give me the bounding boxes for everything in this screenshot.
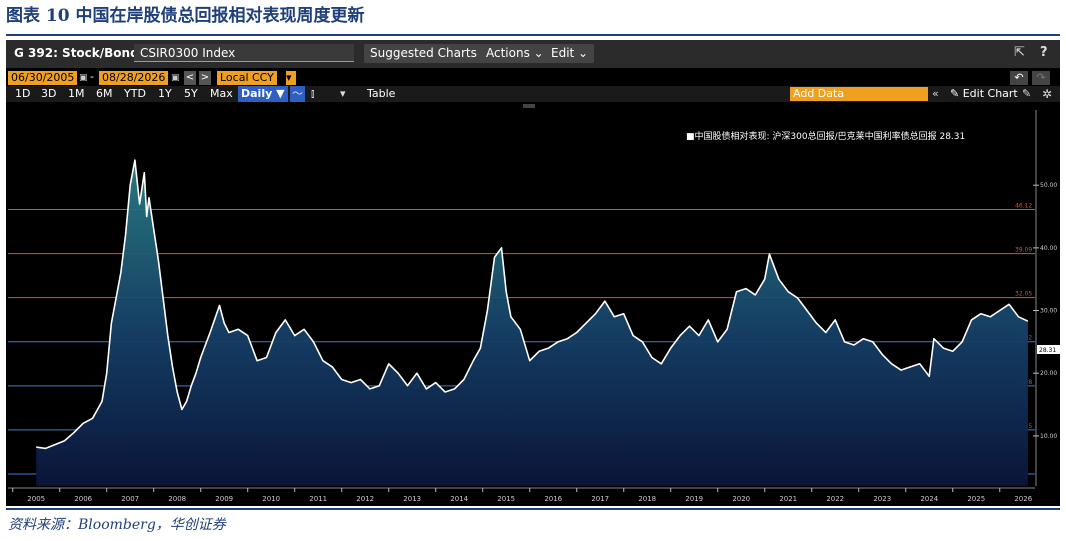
reference-line-label: 39.09 <box>1015 247 1032 254</box>
candlestick-icon[interactable]: ⫾ <box>311 87 315 100</box>
chart-legend: ■中国股债相对表现: 沪深300总回报/巴克莱中国利率债总回报 28.31 <box>686 130 965 142</box>
calendar-icon[interactable]: ▣ <box>171 73 180 83</box>
suggested-charts-button[interactable]: Suggested Charts ⌄ <box>364 44 497 63</box>
x-tick-label: 2013 <box>403 495 421 503</box>
series-area-fill <box>36 160 1028 486</box>
date-range-bar: 06/30/2005 ▣ - 08/28/2026 ▣ < > Local CC… <box>6 70 1060 86</box>
last-value-label: 28.31 <box>1039 347 1056 354</box>
bloomberg-chart-panel: G 392: Stock/Bond CSIR0300 Index Suggest… <box>6 40 1060 506</box>
source-divider <box>6 508 1060 510</box>
add-data-input[interactable]: Add Data <box>790 87 928 101</box>
annotate-icon[interactable]: ✎ <box>1022 87 1032 100</box>
x-tick-label: 2007 <box>121 495 139 503</box>
x-tick-label: 2014 <box>450 495 468 503</box>
period-1m-button[interactable]: 1M <box>68 87 85 100</box>
export-icon[interactable]: ⇱ <box>1014 45 1025 60</box>
currency-caret-icon[interactable]: ▾ <box>286 71 296 85</box>
x-tick-label: 2008 <box>168 495 186 503</box>
period-1y-button[interactable]: 1Y <box>158 87 172 100</box>
x-tick-label: 2009 <box>215 495 233 503</box>
x-tick-label: 2023 <box>873 495 891 503</box>
edit-button[interactable]: Edit ⌄ <box>545 44 595 63</box>
series-line <box>36 159 1029 450</box>
period-ytd-button[interactable]: YTD <box>124 87 146 100</box>
x-tick-label: 2016 <box>544 495 562 503</box>
help-icon[interactable]: ? <box>1040 45 1048 60</box>
undo-button[interactable]: ↶ <box>1010 71 1028 85</box>
x-tick-label: 2018 <box>638 495 656 503</box>
end-date-input[interactable]: 08/28/2026 <box>99 71 169 85</box>
figure-source: 资料来源：Bloomberg，华创证券 <box>8 517 226 533</box>
x-tick-label: 2005 <box>27 495 45 503</box>
x-tick-label: 2020 <box>732 495 750 503</box>
chart-name: G 392: Stock/Bond <box>14 46 139 60</box>
x-tick-label: 2015 <box>497 495 515 503</box>
x-tick-label: 2006 <box>74 495 92 503</box>
y-tick-label: 50.00 <box>1040 182 1057 189</box>
collapse-icon[interactable]: « <box>932 87 939 100</box>
currency-select[interactable]: Local CCY <box>217 71 277 85</box>
reference-line-label: 32.05 <box>1015 291 1032 298</box>
x-tick-label: 2022 <box>826 495 844 503</box>
period-6m-button[interactable]: 6M <box>96 87 113 100</box>
x-tick-label: 2021 <box>779 495 797 503</box>
x-tick-label: 2011 <box>309 495 327 503</box>
start-date-input[interactable]: 06/30/2005 <box>8 71 78 85</box>
figure-title: 图表 10 中国在岸股债总回报相对表现周度更新 <box>6 6 365 26</box>
x-tick-label: 2026 <box>1014 495 1032 503</box>
chart-type-caret-icon[interactable]: ▾ <box>340 87 346 100</box>
y-tick-label: 40.00 <box>1040 245 1057 252</box>
x-tick-label: 2012 <box>356 495 374 503</box>
actions-button[interactable]: Actions ⌄ <box>480 44 550 63</box>
period-1d-button[interactable]: 1D <box>15 87 31 100</box>
period-toolbar: 1D 3D 1M 6M YTD 1Y 5Y Max Daily ▼ 〜 ⫾ ▾ … <box>6 86 1060 102</box>
ticker-input[interactable]: CSIR0300 Index <box>134 44 354 62</box>
prev-period-button[interactable]: < <box>184 71 196 85</box>
top-toolbar: G 392: Stock/Bond CSIR0300 Index Suggest… <box>6 40 1060 68</box>
table-button[interactable]: Table <box>367 87 396 100</box>
period-max-button[interactable]: Max <box>210 87 233 100</box>
y-tick-label: 20.00 <box>1040 370 1057 377</box>
y-tick-label: 10.00 <box>1040 433 1057 440</box>
x-tick-label: 2010 <box>262 495 280 503</box>
edit-chart-button[interactable]: ✎ Edit Chart <box>950 87 1018 100</box>
next-period-button[interactable]: > <box>199 71 211 85</box>
scroll-handle[interactable] <box>523 104 535 108</box>
settings-icon[interactable]: ✲ <box>1042 87 1053 101</box>
reference-line-label: 46.12 <box>1015 203 1032 210</box>
period-3d-button[interactable]: 3D <box>41 87 57 100</box>
last-value-tag <box>1037 345 1060 354</box>
title-divider <box>6 34 1060 36</box>
line-chart-icon[interactable]: 〜 <box>290 86 305 102</box>
x-tick-label: 2024 <box>920 495 938 503</box>
y-tick-label: 30.00 <box>1040 308 1057 315</box>
date-separator: - <box>90 70 94 83</box>
redo-button[interactable]: ↷ <box>1032 71 1050 85</box>
x-tick-label: 2019 <box>685 495 703 503</box>
x-tick-label: 2025 <box>967 495 985 503</box>
x-tick-label: 2017 <box>591 495 609 503</box>
period-5y-button[interactable]: 5Y <box>184 87 198 100</box>
calendar-icon[interactable]: ▣ <box>79 73 88 83</box>
frequency-select[interactable]: Daily ▼ <box>238 86 288 102</box>
